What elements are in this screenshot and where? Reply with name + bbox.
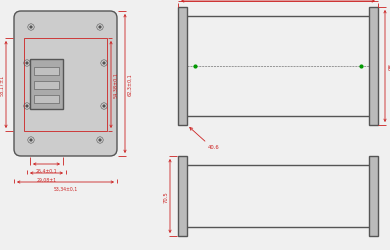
Circle shape	[26, 106, 28, 108]
Circle shape	[26, 63, 28, 65]
Text: 70.5: 70.5	[163, 190, 168, 202]
Text: 29,08±1: 29,08±1	[36, 177, 57, 182]
Text: 40.6: 40.6	[208, 144, 220, 150]
Text: 190: 190	[273, 0, 283, 1]
Bar	[34, 82, 59, 90]
Circle shape	[99, 27, 101, 29]
Bar	[24, 39, 107, 132]
Bar	[34, 68, 59, 76]
Text: 26,4±0,1: 26,4±0,1	[36, 168, 57, 173]
Bar	[178, 8, 187, 126]
Bar	[369, 8, 378, 126]
Circle shape	[30, 27, 32, 29]
FancyBboxPatch shape	[14, 12, 117, 156]
Bar	[178, 156, 187, 236]
Text: 53,34±0,1: 53,34±0,1	[53, 186, 78, 191]
Bar	[369, 156, 378, 236]
Circle shape	[99, 140, 101, 141]
Circle shape	[103, 63, 105, 65]
Bar	[34, 96, 59, 104]
Text: 62,3±0,1: 62,3±0,1	[128, 73, 133, 96]
Circle shape	[103, 106, 105, 108]
Circle shape	[30, 140, 32, 141]
Text: 54,38±0,1: 54,38±0,1	[113, 72, 119, 98]
Text: 98: 98	[389, 63, 390, 70]
Text: 58,17±1: 58,17±1	[0, 74, 5, 96]
Bar	[30, 60, 63, 110]
